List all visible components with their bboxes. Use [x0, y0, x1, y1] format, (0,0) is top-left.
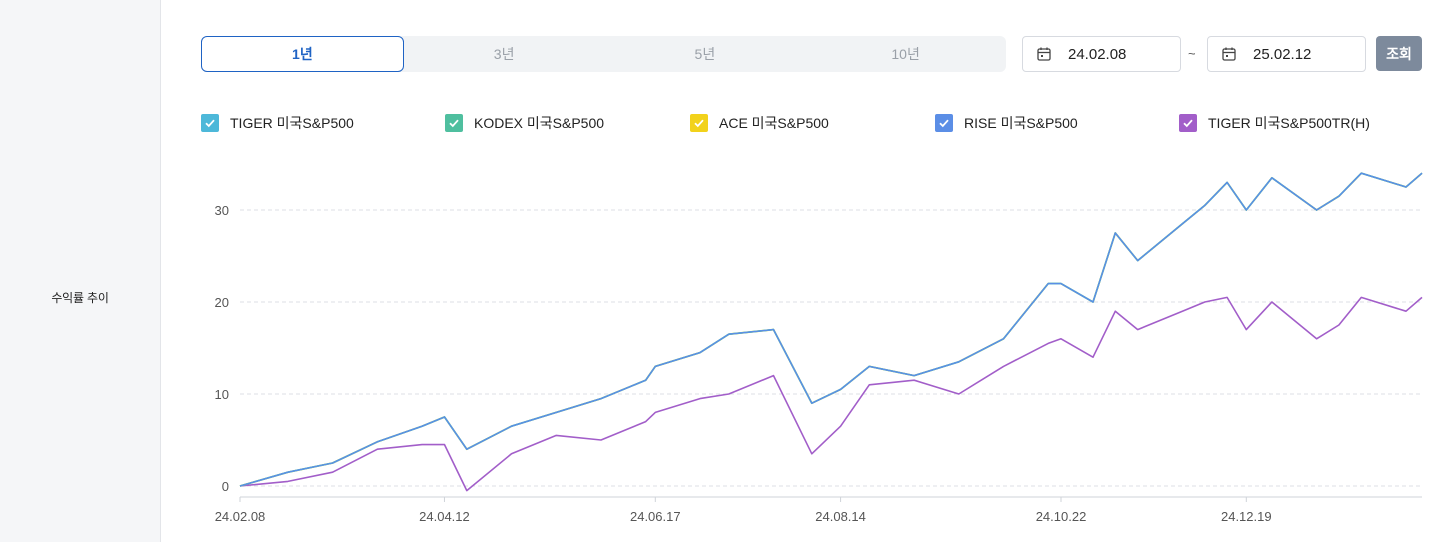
- y-tick-label: 20: [215, 295, 229, 310]
- calendar-icon: [1037, 47, 1051, 61]
- end-date-input[interactable]: 25.02.12: [1207, 36, 1366, 72]
- series-line-2: [239, 172, 1423, 487]
- x-tick-label: 24.10.22: [1036, 509, 1087, 524]
- legend-label: ACE 미국S&P500: [719, 115, 829, 131]
- x-tick-label: 24.04.12: [419, 509, 470, 524]
- check-icon: [449, 119, 459, 128]
- section-label-panel: 수익률 추이: [0, 0, 161, 542]
- legend-label: RISE 미국S&P500: [964, 115, 1078, 131]
- y-tick-label: 0: [222, 479, 229, 494]
- tab-3y[interactable]: 3년: [493, 46, 515, 62]
- section-label: 수익률 추이: [51, 291, 109, 305]
- tab-1y[interactable]: 1년: [201, 36, 404, 72]
- legend-label: TIGER 미국S&P500TR(H): [1208, 115, 1370, 131]
- legend-checkbox[interactable]: [201, 114, 219, 132]
- check-icon: [939, 119, 949, 128]
- legend-checkbox[interactable]: [935, 114, 953, 132]
- y-tick-label: 30: [215, 203, 229, 218]
- end-date-value: 25.02.12: [1253, 45, 1312, 63]
- series-line-1: [239, 172, 1423, 487]
- y-tick-label: 10: [215, 387, 229, 402]
- period-tabs: 1년 3년 5년 10년: [201, 36, 1006, 72]
- legend-label: TIGER 미국S&P500: [230, 115, 354, 131]
- x-tick-label: 24.08.14: [815, 509, 866, 524]
- start-date-input[interactable]: 24.02.08: [1022, 36, 1181, 72]
- legend-item-ace-sp500[interactable]: ACE 미국S&P500: [690, 113, 829, 133]
- legend-checkbox[interactable]: [445, 114, 463, 132]
- series-line-0: [239, 172, 1423, 487]
- date-separator: ~: [1188, 46, 1196, 61]
- series-line-4: [239, 296, 1423, 492]
- x-tick-label: 24.06.17: [630, 509, 681, 524]
- series-line-3: [239, 172, 1423, 487]
- legend-item-tiger-sp500tr-h[interactable]: TIGER 미국S&P500TR(H): [1179, 113, 1370, 133]
- tab-10y[interactable]: 10년: [891, 46, 920, 62]
- x-tick-label: 24.12.19: [1221, 509, 1272, 524]
- check-icon: [1183, 119, 1193, 128]
- tab-5y[interactable]: 5년: [694, 46, 716, 62]
- legend-checkbox[interactable]: [1179, 114, 1197, 132]
- start-date-value: 24.02.08: [1068, 45, 1127, 63]
- legend-item-kodex-sp500[interactable]: KODEX 미국S&P500: [445, 113, 604, 133]
- search-button[interactable]: 조회: [1376, 36, 1422, 71]
- check-icon: [205, 119, 215, 128]
- legend-label: KODEX 미국S&P500: [474, 115, 605, 131]
- legend-checkbox[interactable]: [690, 114, 708, 132]
- check-icon: [694, 119, 704, 128]
- legend-item-rise-sp500[interactable]: RISE 미국S&P500: [935, 113, 1078, 133]
- x-tick-label: 24.02.08: [215, 509, 266, 524]
- calendar-icon: [1222, 47, 1236, 61]
- legend-item-tiger-sp500[interactable]: TIGER 미국S&P500: [201, 113, 354, 133]
